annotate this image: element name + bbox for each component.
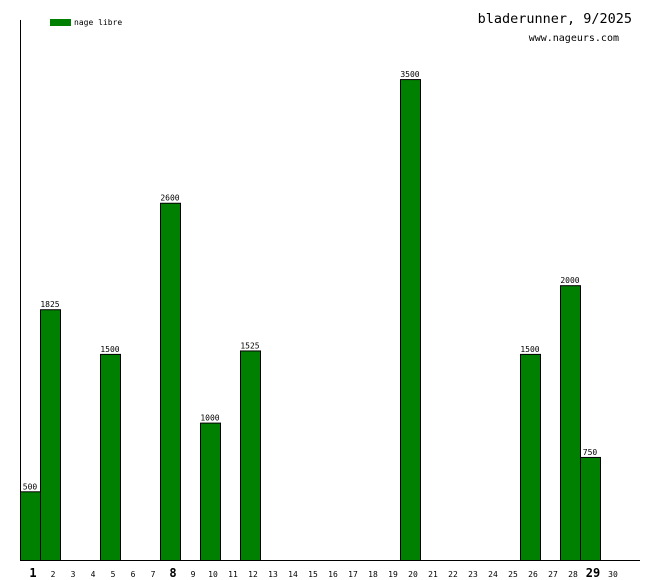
x-tick-label: 22 xyxy=(448,570,458,579)
x-tick-label: 5 xyxy=(111,570,116,579)
x-tick-label: 20 xyxy=(408,570,418,579)
value-label-day-10: 1000 xyxy=(200,414,219,423)
chart-subtitle: www.nageurs.com xyxy=(529,33,619,44)
legend-swatch xyxy=(50,19,71,26)
bar-day-20 xyxy=(400,79,421,561)
value-label-day-20: 3500 xyxy=(400,70,419,79)
x-tick-label: 9 xyxy=(191,570,196,579)
value-label-day-29: 750 xyxy=(583,448,598,457)
x-tick-label: 6 xyxy=(131,570,136,579)
x-tick-label: 7 xyxy=(151,570,156,579)
x-tick-label: 3 xyxy=(71,570,76,579)
bar-day-28 xyxy=(560,285,581,561)
bar-day-26 xyxy=(520,353,541,561)
x-tick-label: 24 xyxy=(488,570,498,579)
x-tick-label: 14 xyxy=(288,570,298,579)
bar-day-29 xyxy=(580,456,601,561)
x-tick-label: 15 xyxy=(308,570,318,579)
value-label-day-26: 1500 xyxy=(520,345,539,354)
value-label-day-8: 2600 xyxy=(160,194,179,203)
x-tick-label: 8 xyxy=(169,566,176,580)
x-tick-label: 4 xyxy=(91,570,96,579)
bar-day-2 xyxy=(40,309,61,561)
x-tick-label: 12 xyxy=(248,570,258,579)
value-label-day-12: 1525 xyxy=(240,341,259,350)
bar-series xyxy=(20,79,601,562)
legend-label: nage libre xyxy=(74,18,122,27)
bar-day-12 xyxy=(240,350,261,561)
value-label-day-5: 1500 xyxy=(100,345,119,354)
value-labels: 500 1825 1500 2600 1000 1525 3500 1500 2000 750 xyxy=(23,70,598,491)
x-tick-label: 19 xyxy=(388,570,398,579)
x-tick-label: 29 xyxy=(586,566,600,580)
x-tick-labels: 1 2 3 4 5 6 7 8 9 10 11 12 13 14 15 16 17 18 19 20 21 22 23 24 2… xyxy=(29,566,618,580)
value-label-day-28: 2000 xyxy=(560,276,579,285)
x-tick-label: 21 xyxy=(428,570,438,579)
value-label-day-1: 500 xyxy=(23,482,38,491)
chart-title: bladerunner, 9/2025 xyxy=(478,11,632,27)
x-tick-label: 11 xyxy=(228,570,238,579)
bar-day-10 xyxy=(200,422,221,562)
x-tick-label: 16 xyxy=(328,570,338,579)
x-tick-label: 10 xyxy=(208,570,218,579)
x-tick-label: 25 xyxy=(508,570,518,579)
x-tick-label: 17 xyxy=(348,570,358,579)
x-tick-label: 1 xyxy=(29,566,36,580)
bar-day-8 xyxy=(160,202,181,562)
x-tick-label: 23 xyxy=(468,570,478,579)
x-tick-label: 30 xyxy=(608,570,618,579)
value-label-day-2: 1825 xyxy=(40,300,59,309)
x-tick-label: 2 xyxy=(51,570,56,579)
x-tick-label: 27 xyxy=(548,570,558,579)
legend: nage libre xyxy=(50,18,122,27)
x-tick-label: 18 xyxy=(368,570,378,579)
bar-day-5 xyxy=(100,353,121,561)
x-tick-label: 28 xyxy=(568,570,578,579)
bar-day-1 xyxy=(20,491,41,561)
x-tick-label: 13 xyxy=(268,570,278,579)
x-tick-label: 26 xyxy=(528,570,538,579)
